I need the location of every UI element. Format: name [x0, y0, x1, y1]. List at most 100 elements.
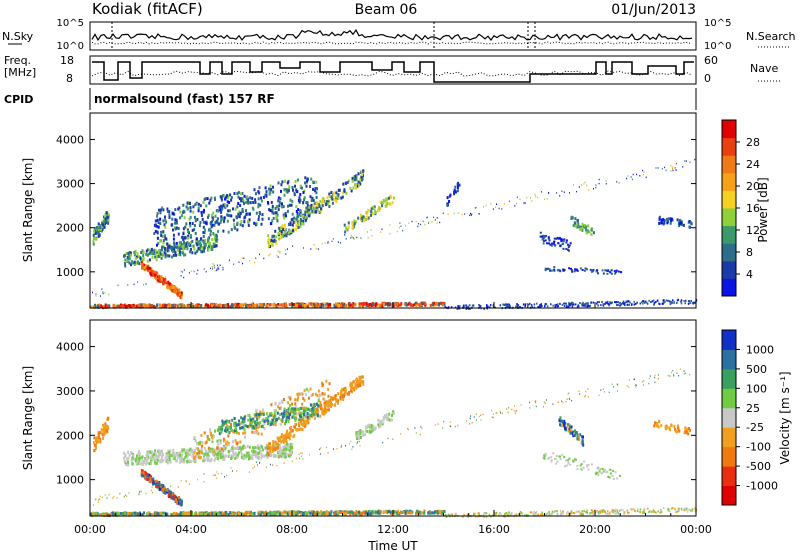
- echo-cell: [293, 218, 296, 222]
- echo-cell: [239, 440, 242, 444]
- echo-cell: [150, 480, 153, 484]
- echo-cell: [138, 457, 141, 461]
- echo-cell: [167, 282, 170, 286]
- echo-cell: [304, 213, 307, 217]
- echo-cell: [298, 302, 301, 306]
- echo-cell: [195, 454, 198, 458]
- echo-cell: [248, 413, 251, 417]
- echo-cell: [453, 212, 455, 215]
- echo-cell: [558, 455, 561, 458]
- echo-cell: [311, 304, 314, 308]
- echo-cell: [605, 301, 607, 304]
- echo-cell: [385, 203, 388, 207]
- echo-cell: [371, 428, 374, 432]
- echo-cell: [585, 228, 587, 232]
- echo-cell: [135, 457, 138, 461]
- echo-cell: [573, 270, 576, 273]
- echo-cell: [219, 456, 222, 459]
- echo-cell: [644, 301, 646, 304]
- echo-cell: [175, 241, 178, 245]
- echo-cell: [285, 420, 287, 424]
- echo-cell: [284, 437, 287, 441]
- echo-cell: [203, 431, 206, 435]
- echo-cell: [574, 217, 577, 221]
- echo-cell: [551, 242, 554, 245]
- echo-cell: [149, 271, 152, 275]
- echo-cell: [196, 249, 199, 253]
- echo-cell: [173, 452, 176, 456]
- echo-cell: [336, 401, 339, 405]
- echo-cell: [317, 303, 320, 307]
- echo-cell: [253, 425, 256, 428]
- echo-cell: [179, 502, 182, 506]
- echo-cell: [385, 197, 388, 201]
- echo-cell: [301, 302, 304, 306]
- echo-cell: [232, 207, 234, 211]
- echo-cell: [249, 260, 251, 262]
- echo-cell: [228, 259, 230, 262]
- echo-cell: [602, 470, 605, 473]
- echo-cell: [214, 449, 217, 453]
- echo-cell: [341, 510, 344, 514]
- echo-cell: [536, 302, 538, 305]
- echo-cell: [324, 404, 327, 408]
- echo-cell: [434, 303, 436, 307]
- echo-cell: [396, 230, 398, 233]
- echo-cell: [573, 433, 576, 437]
- echo-cell: [226, 204, 229, 208]
- echo-cell: [307, 389, 310, 393]
- echo-cell: [291, 410, 294, 414]
- echo-cell: [363, 218, 365, 222]
- echo-cell: [124, 264, 127, 268]
- echo-cell: [348, 510, 351, 514]
- power-colorbar-tick-label: 16: [746, 202, 760, 215]
- echo-cell: [124, 512, 127, 516]
- echo-cell: [213, 512, 215, 516]
- echo-cell: [321, 411, 324, 415]
- echo-cell: [210, 247, 213, 251]
- echo-cell: [537, 196, 539, 199]
- echo-cell: [234, 454, 237, 458]
- echo-cell: [239, 204, 242, 207]
- echo-cell: [166, 284, 169, 287]
- echo-cell: [235, 423, 238, 427]
- echo-cell: [219, 511, 222, 515]
- echo-cell: [321, 512, 324, 515]
- echo-cell: [168, 248, 170, 252]
- echo-cell: [163, 278, 166, 282]
- echo-cell: [161, 449, 163, 453]
- echo-cell: [92, 239, 95, 243]
- echo-cell: [608, 476, 611, 479]
- echo-cell: [416, 509, 419, 513]
- echo-cell: [227, 196, 230, 200]
- echo-cell: [284, 510, 287, 514]
- echo-cell: [344, 512, 347, 516]
- echo-cell: [292, 245, 294, 247]
- echo-cell: [146, 473, 149, 477]
- echo-cell: [361, 380, 364, 383]
- echo-cell: [277, 208, 280, 212]
- echo-cell: [583, 304, 586, 307]
- echo-cell: [601, 472, 604, 475]
- echo-cell: [279, 227, 282, 231]
- echo-cell: [162, 234, 165, 238]
- echo-cell: [678, 224, 681, 228]
- echo-cell: [294, 405, 297, 409]
- echo-cell: [596, 467, 599, 470]
- echo-cell: [172, 228, 174, 232]
- echo-cell: [246, 424, 249, 428]
- echo-cell: [199, 440, 202, 444]
- echo-cell: [292, 414, 295, 418]
- echo-cell: [346, 181, 349, 184]
- echo-cell: [337, 194, 339, 198]
- echo-cell: [123, 456, 126, 460]
- echo-cell: [172, 512, 175, 516]
- echo-cell: [578, 438, 581, 442]
- echo-cell: [128, 254, 131, 258]
- echo-cell: [265, 190, 268, 194]
- echo-cell: [252, 419, 255, 423]
- echo-cell: [171, 289, 174, 292]
- echo-cell: [319, 393, 322, 397]
- echo-cell: [212, 452, 215, 456]
- echo-cell: [365, 426, 368, 429]
